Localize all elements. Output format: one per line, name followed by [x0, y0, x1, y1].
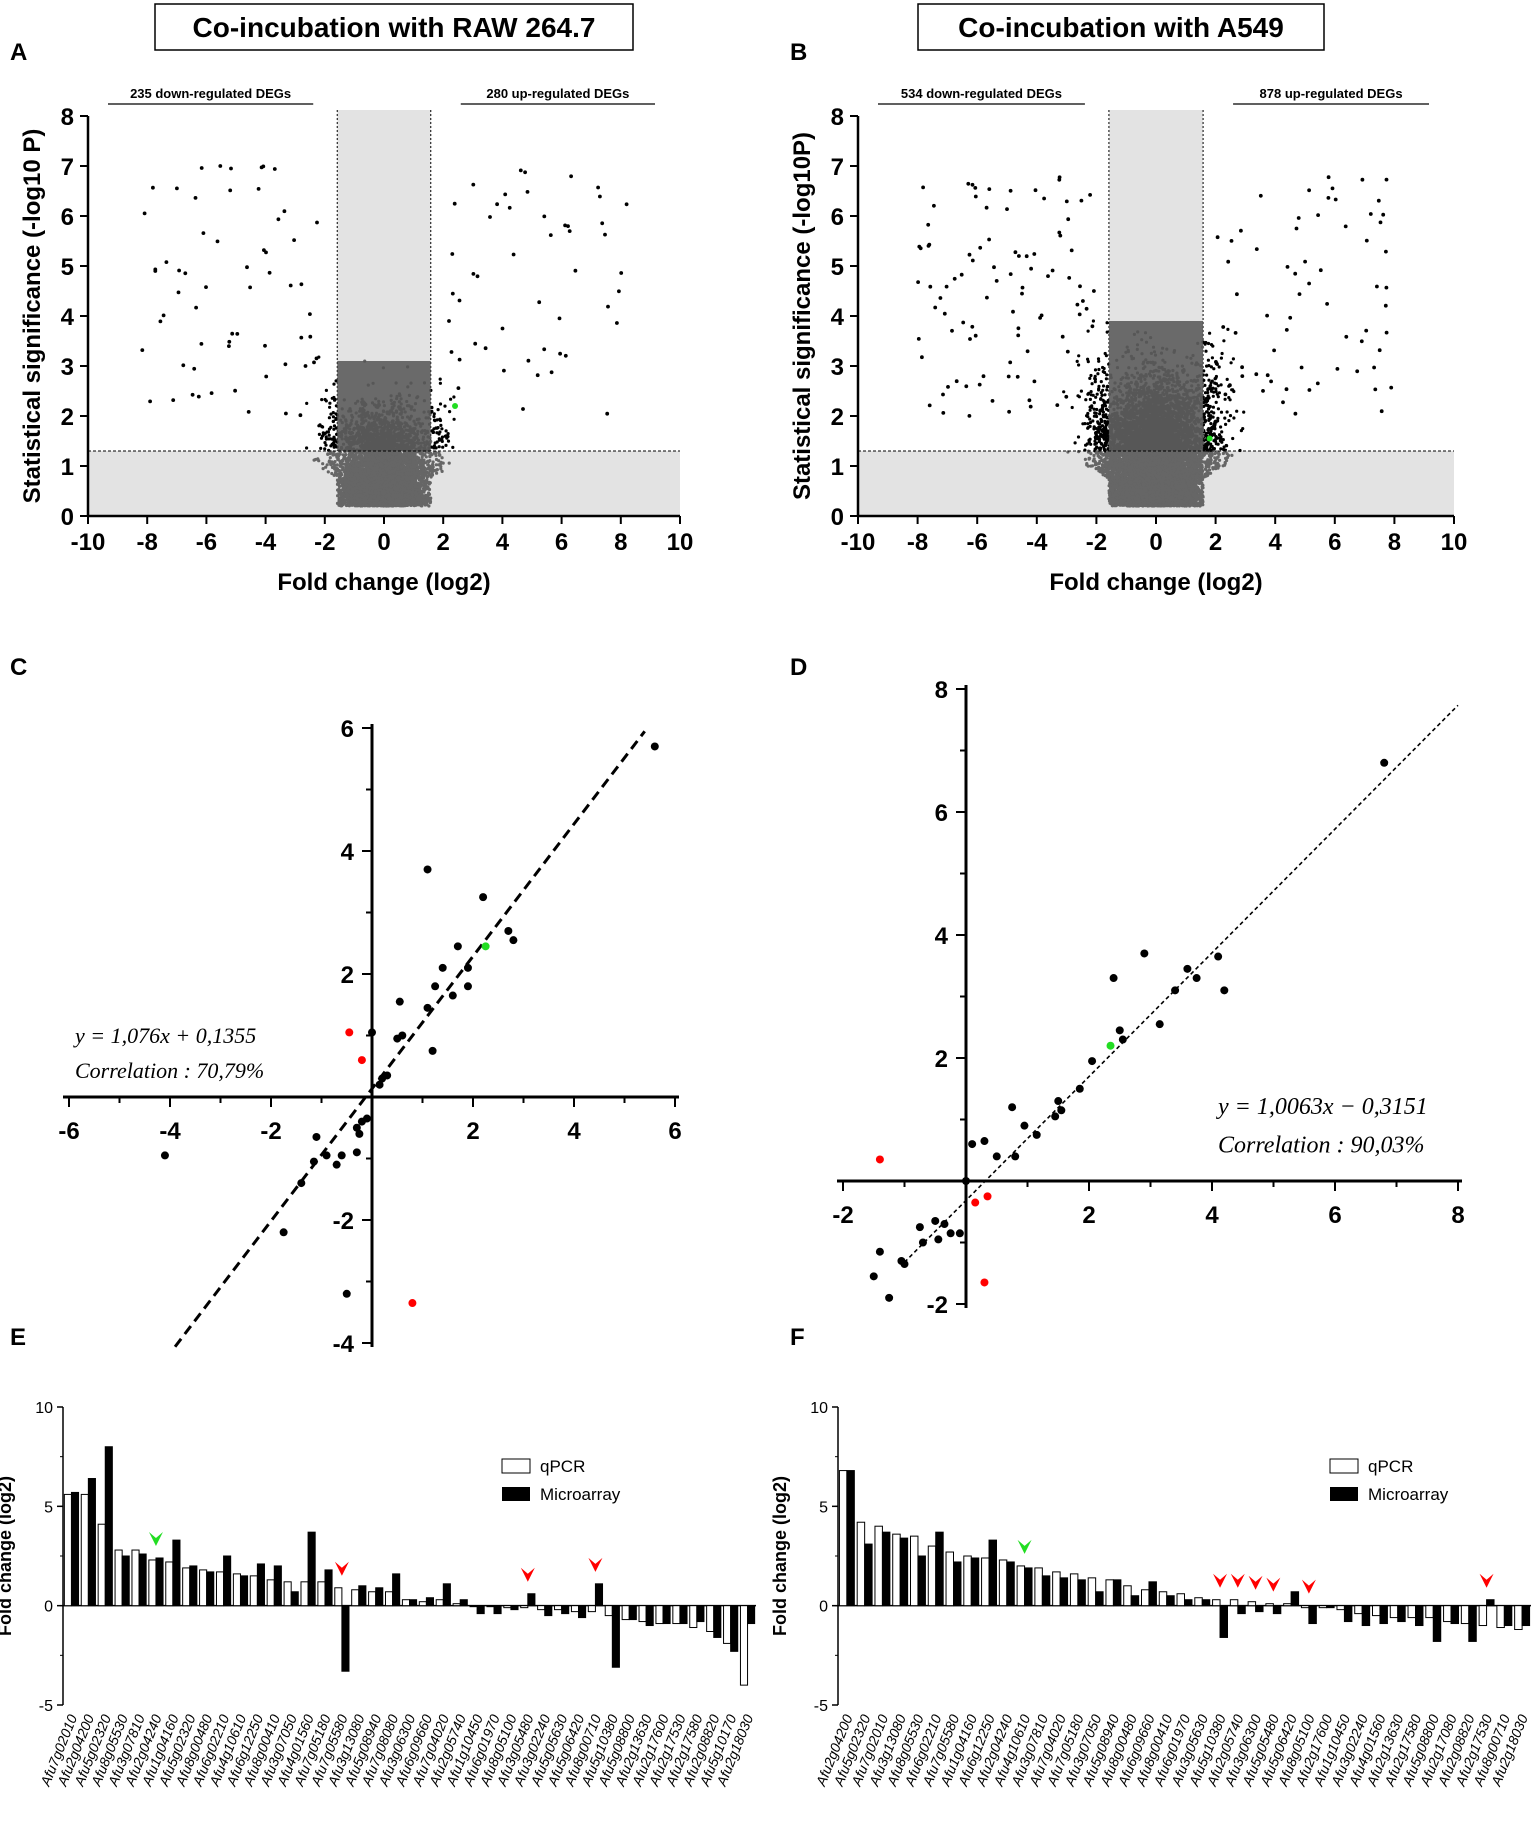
volcano-point — [447, 461, 451, 465]
volcano-point — [436, 408, 440, 412]
volcano-point — [324, 435, 328, 439]
volcano-point — [452, 417, 456, 421]
panel-label-f: F — [790, 1324, 805, 1351]
volcano-point — [321, 425, 325, 429]
volcano-point — [431, 462, 435, 467]
panel-label-c: C — [10, 654, 27, 681]
volcano-point — [342, 456, 346, 460]
volcano-point — [319, 446, 323, 450]
volcano-point — [414, 460, 418, 464]
title-right-box: Co-incubation with A549 — [917, 3, 1325, 51]
volcano-point — [430, 429, 434, 433]
title-right: Co-incubation with A549 — [958, 12, 1284, 43]
volcano-point — [317, 459, 321, 463]
volcano-point — [334, 471, 338, 475]
volcano-point — [329, 412, 333, 416]
volcano-point — [414, 455, 418, 459]
volcano-point — [365, 457, 369, 461]
volcano-point — [440, 427, 444, 431]
panel-label-e: E — [10, 1324, 26, 1351]
volcano-point — [328, 456, 332, 460]
volcano-point — [438, 381, 442, 385]
volcano-point — [448, 410, 452, 414]
volcano-point — [320, 398, 324, 402]
volcano-point — [443, 404, 447, 408]
volcano-point — [444, 429, 448, 433]
volcano-point — [432, 414, 436, 419]
volcano-point — [344, 483, 348, 487]
volcano-point — [345, 480, 349, 484]
title-left-box: Co-incubation with RAW 264.7 — [154, 3, 634, 51]
volcano-point — [329, 425, 333, 429]
volcano-point — [352, 464, 356, 468]
volcano-point — [323, 441, 327, 445]
volcano-point — [305, 446, 309, 450]
volcano-point — [326, 452, 330, 456]
volcano-point — [451, 445, 455, 449]
volcano-point — [419, 452, 423, 456]
volcano-point — [340, 459, 345, 463]
volcano-point — [327, 433, 331, 437]
volcano-point — [435, 468, 439, 472]
panel-label-d: D — [790, 654, 807, 681]
volcano-point — [437, 445, 441, 449]
volcano-point — [318, 423, 322, 427]
volcano-point — [438, 377, 442, 381]
volcano-point — [433, 441, 437, 445]
volcano-point — [440, 456, 444, 460]
volcano-point — [437, 453, 442, 457]
volcano-point — [354, 461, 358, 465]
volcano-point — [332, 382, 336, 386]
volcano-point — [321, 462, 325, 466]
volcano-point — [323, 447, 327, 451]
panel-label-a: A — [10, 39, 27, 66]
volcano-point — [332, 435, 336, 439]
volcano-point — [428, 454, 432, 458]
volcano-point — [328, 401, 332, 405]
volcano-point — [305, 401, 309, 405]
volcano-point — [435, 471, 439, 475]
volcano-point — [323, 397, 327, 402]
volcano-point — [439, 423, 443, 427]
volcano-point — [440, 438, 444, 442]
panel-label-b: B — [790, 39, 807, 66]
volcano-point — [334, 379, 338, 383]
volcano-point — [327, 416, 331, 420]
volcano-point — [404, 451, 408, 456]
volcano-point — [324, 388, 328, 392]
volcano-point — [344, 503, 349, 508]
volcano-point — [444, 434, 448, 438]
volcano-point — [335, 463, 339, 467]
title-left: Co-incubation with RAW 264.7 — [193, 12, 596, 43]
volcano-point — [438, 402, 443, 406]
volcano-point — [327, 459, 331, 463]
volcano-point — [444, 443, 448, 447]
volcano-point — [452, 395, 456, 399]
volcano-point — [434, 453, 438, 458]
volcano-point — [336, 488, 340, 492]
volcano-point — [446, 439, 451, 443]
volcano-point — [313, 457, 318, 462]
volcano-point — [441, 445, 445, 449]
